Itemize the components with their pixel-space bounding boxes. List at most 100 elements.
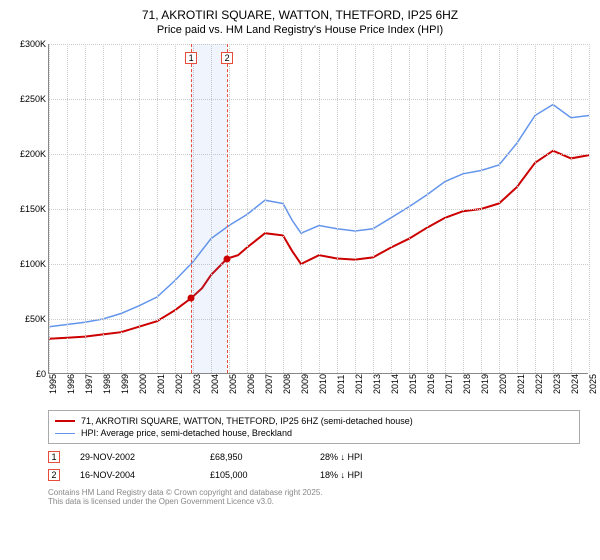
legend-swatch xyxy=(55,420,75,422)
x-tick-label: 2001 xyxy=(156,374,166,394)
sales-row: 2 16-NOV-2004 £105,000 18% ↓ HPI xyxy=(48,466,580,484)
y-tick-label: £250K xyxy=(20,94,46,104)
grid-line-v xyxy=(49,44,50,373)
x-tick-label: 1999 xyxy=(120,374,130,394)
sales-table: 1 29-NOV-2002 £68,950 28% ↓ HPI 2 16-NOV-2004… xyxy=(48,448,580,484)
grid-line-v xyxy=(373,44,374,373)
grid-line-v xyxy=(445,44,446,373)
x-tick-label: 2009 xyxy=(300,374,310,394)
grid-line-v xyxy=(229,44,230,373)
marker-line xyxy=(191,44,192,373)
x-tick-label: 2020 xyxy=(498,374,508,394)
legend-row: 71, AKROTIRI SQUARE, WATTON, THETFORD, I… xyxy=(55,415,573,427)
y-tick-label: £150K xyxy=(20,204,46,214)
marker-line xyxy=(227,44,228,373)
grid-line-v xyxy=(553,44,554,373)
x-tick-label: 2015 xyxy=(408,374,418,394)
chart-subtitle: Price paid vs. HM Land Registry's House … xyxy=(0,24,600,44)
plot-area: 12 xyxy=(48,44,588,374)
x-tick-label: 2016 xyxy=(426,374,436,394)
grid-line-v xyxy=(67,44,68,373)
x-tick-label: 2017 xyxy=(444,374,454,394)
grid-line-v xyxy=(337,44,338,373)
sales-price: £105,000 xyxy=(210,470,300,480)
grid-line-v xyxy=(157,44,158,373)
sales-date: 29-NOV-2002 xyxy=(80,452,190,462)
grid-line-v xyxy=(319,44,320,373)
x-tick-label: 2012 xyxy=(354,374,364,394)
grid-line-v xyxy=(409,44,410,373)
chart-area: £0£50K£100K£150K£200K£250K£300K 12 19951… xyxy=(10,44,590,404)
x-tick-label: 2008 xyxy=(282,374,292,394)
grid-line-v xyxy=(355,44,356,373)
y-tick-label: £50K xyxy=(25,314,46,324)
chart-title: 71, AKROTIRI SQUARE, WATTON, THETFORD, I… xyxy=(0,0,600,24)
x-tick-label: 1998 xyxy=(102,374,112,394)
marker-badge: 1 xyxy=(185,52,197,64)
x-tick-label: 1997 xyxy=(84,374,94,394)
x-tick-label: 2021 xyxy=(516,374,526,394)
footer-text: Contains HM Land Registry data © Crown c… xyxy=(48,488,580,506)
y-axis: £0£50K£100K£150K£200K£250K£300K xyxy=(10,44,48,374)
x-tick-label: 2014 xyxy=(390,374,400,394)
x-tick-label: 2004 xyxy=(210,374,220,394)
grid-line-v xyxy=(463,44,464,373)
x-tick-label: 2007 xyxy=(264,374,274,394)
shade-band xyxy=(191,44,227,373)
sale-point-dot xyxy=(188,295,195,302)
legend-box: 71, AKROTIRI SQUARE, WATTON, THETFORD, I… xyxy=(48,410,580,444)
x-tick-label: 2003 xyxy=(192,374,202,394)
grid-line-v xyxy=(589,44,590,373)
x-axis: 1995 1996 1997 1998 1999 2000 2001 2002 2003 2004… xyxy=(48,376,588,404)
sales-marker-badge: 1 xyxy=(48,451,60,463)
legend-label: 71, AKROTIRI SQUARE, WATTON, THETFORD, I… xyxy=(81,416,413,426)
grid-line-v xyxy=(499,44,500,373)
x-tick-label: 2022 xyxy=(534,374,544,394)
x-tick-label: 2018 xyxy=(462,374,472,394)
grid-line-v xyxy=(535,44,536,373)
x-tick-label: 2024 xyxy=(570,374,580,394)
sales-row: 1 29-NOV-2002 £68,950 28% ↓ HPI xyxy=(48,448,580,466)
x-tick-label: 2023 xyxy=(552,374,562,394)
sale-point-dot xyxy=(224,255,231,262)
grid-line-v xyxy=(175,44,176,373)
sales-price: £68,950 xyxy=(210,452,300,462)
grid-line-v xyxy=(391,44,392,373)
grid-line-v xyxy=(85,44,86,373)
footer-line2: This data is licensed under the Open Gov… xyxy=(48,497,580,506)
sales-diff: 18% ↓ HPI xyxy=(320,470,363,480)
x-tick-label: 1995 xyxy=(48,374,58,394)
y-tick-label: £300K xyxy=(20,39,46,49)
grid-line-v xyxy=(427,44,428,373)
y-tick-label: £100K xyxy=(20,259,46,269)
sales-date: 16-NOV-2004 xyxy=(80,470,190,480)
sales-marker-badge: 2 xyxy=(48,469,60,481)
x-tick-label: 2002 xyxy=(174,374,184,394)
grid-line-v xyxy=(571,44,572,373)
grid-line-v xyxy=(301,44,302,373)
legend-swatch xyxy=(55,433,75,434)
x-tick-label: 2019 xyxy=(480,374,490,394)
legend-label: HPI: Average price, semi-detached house,… xyxy=(81,428,292,438)
grid-line-v xyxy=(139,44,140,373)
y-tick-label: £200K xyxy=(20,149,46,159)
x-tick-label: 1996 xyxy=(66,374,76,394)
x-tick-label: 2000 xyxy=(138,374,148,394)
x-tick-label: 2025 xyxy=(588,374,598,394)
legend-row: HPI: Average price, semi-detached house,… xyxy=(55,427,573,439)
grid-line-v xyxy=(265,44,266,373)
grid-line-v xyxy=(481,44,482,373)
y-tick-label: £0 xyxy=(36,369,46,379)
x-tick-label: 2010 xyxy=(318,374,328,394)
sales-diff: 28% ↓ HPI xyxy=(320,452,363,462)
x-tick-label: 2005 xyxy=(228,374,238,394)
marker-badge: 2 xyxy=(221,52,233,64)
x-tick-label: 2006 xyxy=(246,374,256,394)
footer-line1: Contains HM Land Registry data © Crown c… xyxy=(48,488,580,497)
grid-line-v xyxy=(121,44,122,373)
grid-line-v xyxy=(283,44,284,373)
grid-line-v xyxy=(517,44,518,373)
x-tick-label: 2011 xyxy=(336,375,346,394)
grid-line-v xyxy=(247,44,248,373)
x-tick-label: 2013 xyxy=(372,374,382,394)
